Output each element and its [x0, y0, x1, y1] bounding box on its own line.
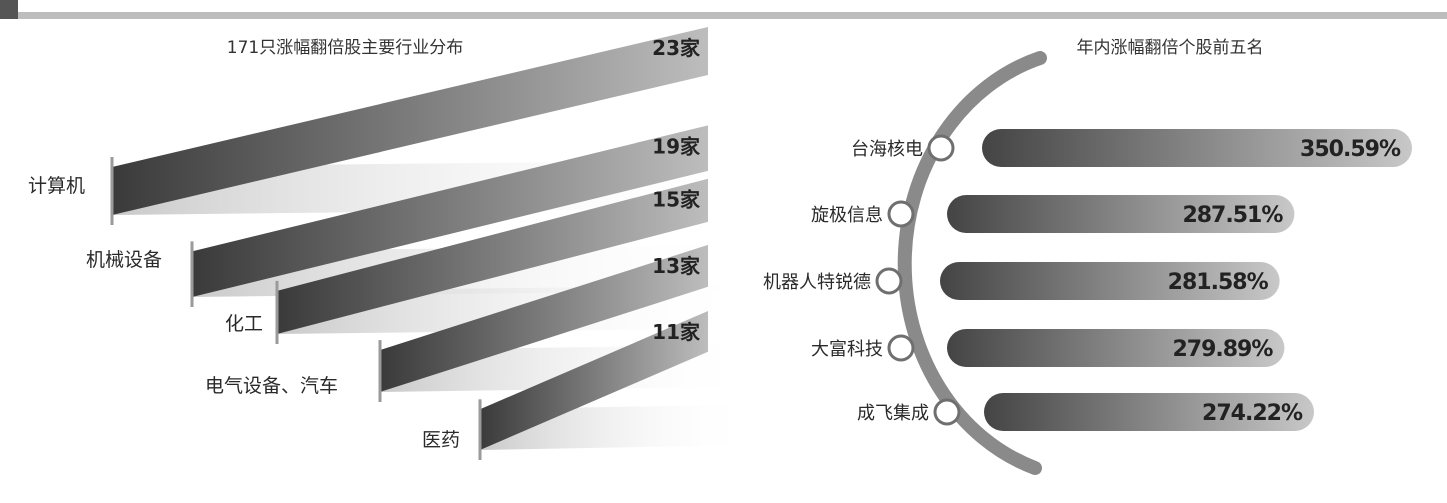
category-label: 电气设备、汽车 [205, 375, 338, 397]
bar-4 [380, 244, 708, 392]
value-label: 15家 [652, 188, 701, 212]
bar-1 [112, 27, 708, 215]
category-label: 化工 [225, 313, 263, 335]
bar-2 [947, 195, 1295, 233]
value-label: 274.22% [1202, 401, 1303, 426]
right-chart: 年内涨幅翻倍个股前五名 350.59% 台海核电 287.51% 旋极信息 281.58… [763, 38, 1412, 475]
arc-node [875, 267, 903, 295]
bar-2 [192, 125, 708, 297]
top-rule [0, 0, 1447, 19]
bar-5 [984, 393, 1314, 431]
left-chart-title: 171只涨幅翻倍股主要行业分布 [227, 38, 463, 58]
value-label: 11家 [652, 320, 701, 344]
arc-node [933, 398, 961, 426]
arc-node [927, 134, 955, 162]
value-label: 19家 [652, 134, 701, 158]
bar-3 [940, 262, 1280, 300]
right-chart-title: 年内涨幅翻倍个股前五名 [1077, 38, 1264, 58]
value-label: 287.51% [1182, 203, 1283, 228]
bar-1 [982, 129, 1412, 167]
stock-name-label: 大富科技 [811, 339, 883, 360]
value-label: 350.59% [1300, 137, 1401, 162]
category-label: 计算机 [28, 175, 85, 197]
category-label: 医药 [422, 429, 460, 451]
value-label: 281.58% [1168, 270, 1269, 295]
bar-4 [947, 329, 1285, 367]
value-label: 23家 [652, 36, 701, 60]
value-label: 279.89% [1172, 337, 1273, 362]
arc-node [887, 200, 915, 228]
section-divider [18, 12, 1447, 19]
category-label: 机械设备 [86, 249, 162, 271]
stock-name-label: 机器人特锐德 [763, 272, 871, 293]
decorative-arc [897, 51, 1047, 475]
bar-3 [277, 178, 708, 334]
arc-node [887, 334, 915, 362]
value-label: 13家 [652, 254, 701, 278]
section-marker [0, 0, 18, 19]
bar-5 [480, 311, 708, 450]
stock-name-label: 台海核电 [851, 139, 923, 160]
stock-name-label: 旋极信息 [811, 205, 883, 226]
stock-name-label: 成飞集成 [857, 403, 929, 424]
